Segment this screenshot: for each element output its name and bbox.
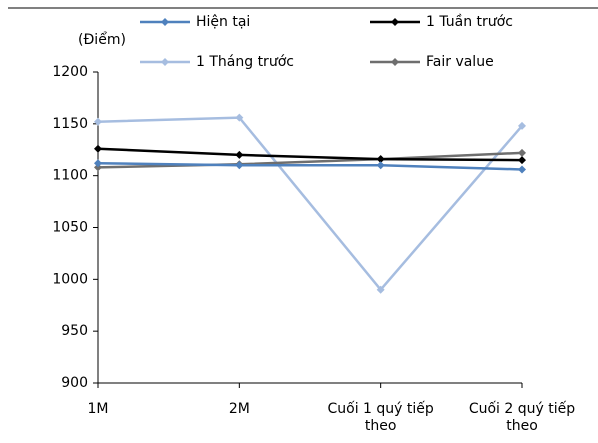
series-line bbox=[97, 151, 523, 169]
data-point bbox=[235, 150, 244, 159]
data-point bbox=[376, 155, 385, 164]
y-tick-label: 950 bbox=[61, 323, 88, 339]
x-tick-label: Cuối 2 quý tiếp theo bbox=[468, 401, 576, 434]
y-tick-label: 1200 bbox=[52, 64, 88, 80]
legend-label: Hiện tại bbox=[196, 14, 250, 30]
data-point bbox=[94, 117, 102, 126]
data-point bbox=[94, 159, 102, 168]
legend-marker bbox=[391, 18, 399, 26]
legend-label: Fair value bbox=[426, 54, 494, 70]
legend-label: 1 Tuần trước bbox=[426, 14, 513, 30]
legend-label: 1 Tháng trước bbox=[196, 54, 294, 70]
series-line bbox=[97, 147, 523, 162]
data-point bbox=[94, 144, 102, 153]
data-point bbox=[518, 156, 526, 165]
x-tick-label: 1M bbox=[87, 401, 109, 417]
data-point bbox=[376, 161, 385, 170]
x-tick-label: 2M bbox=[228, 401, 250, 417]
legend-marker bbox=[391, 58, 399, 66]
y-tick-label: 1000 bbox=[52, 271, 88, 287]
y-tick-label: 1050 bbox=[52, 220, 88, 236]
y-tick-label: 900 bbox=[61, 375, 88, 391]
data-point bbox=[518, 148, 526, 157]
data-point bbox=[518, 165, 526, 174]
data-point bbox=[235, 113, 244, 122]
x-tick-label: Cuối 1 quý tiếp theo bbox=[327, 401, 434, 434]
data-point bbox=[94, 163, 102, 172]
series-line bbox=[97, 116, 523, 292]
data-point bbox=[518, 121, 526, 130]
y-tick-label: 1150 bbox=[52, 116, 88, 132]
y-tick-label: 1100 bbox=[52, 168, 88, 184]
data-point bbox=[235, 161, 244, 170]
y-axis-label: (Điểm) bbox=[78, 31, 126, 48]
legend-marker bbox=[161, 18, 169, 26]
data-point bbox=[376, 285, 385, 294]
legend-marker bbox=[161, 58, 169, 66]
series-line bbox=[97, 161, 523, 171]
